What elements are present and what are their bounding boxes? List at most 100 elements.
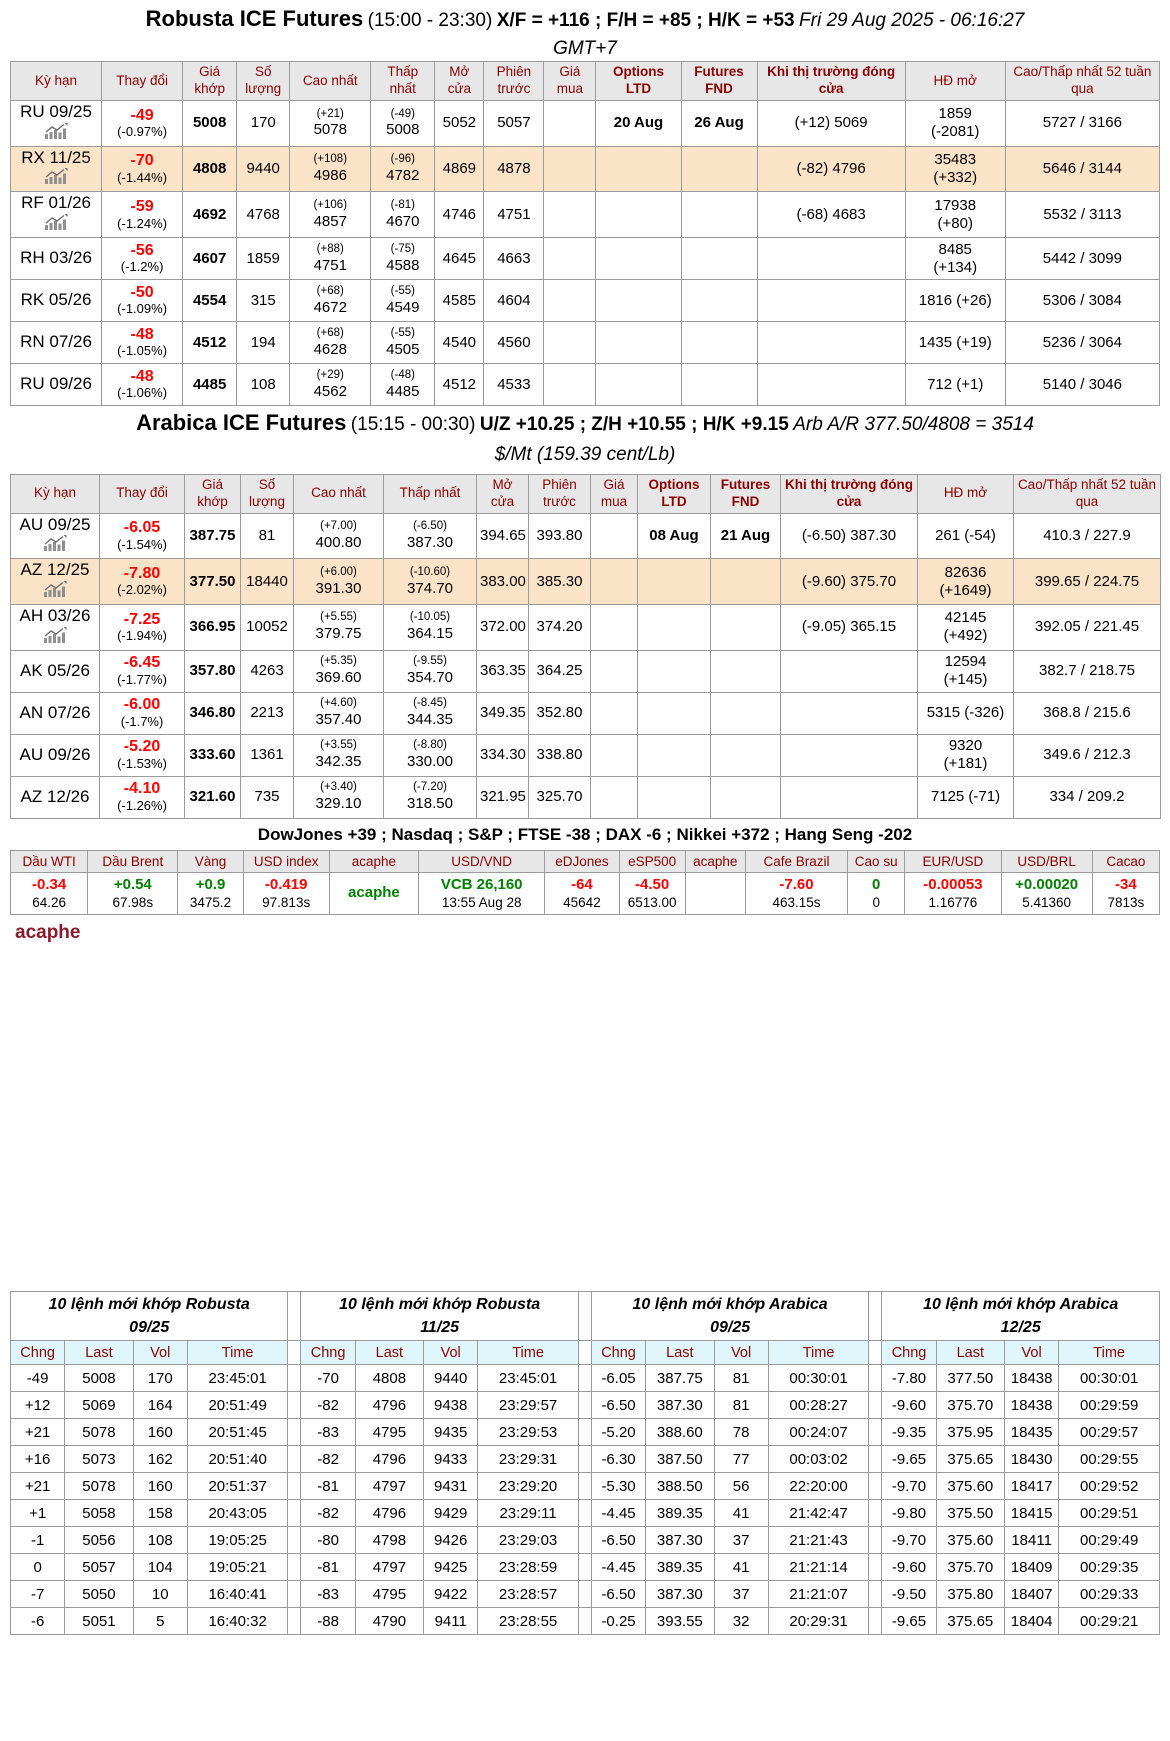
orders-table-title: 10 lệnh mới khớp Arabica 12/25 [881, 1290, 1160, 1342]
robusta-futures-table: Kỳ hạn Thay đổi Giá khớp Số lượng Cao nhất Th… [9, 61, 1161, 407]
prev-value: 374.20 [536, 618, 583, 636]
options-ltd-cell: 08 Aug [637, 512, 711, 560]
order-last: 387.30 [645, 1580, 715, 1609]
contract-cell: RK 05/26 [9, 279, 103, 323]
range-52w-cell: 5532 / 3113 [1004, 191, 1161, 239]
spacer-cell [287, 1364, 302, 1393]
high-diff: (+68) [316, 326, 344, 339]
chart-icon[interactable] [43, 535, 67, 552]
range-52w-value: 5306 / 3084 [1042, 291, 1122, 309]
spacer-cell [577, 1445, 592, 1474]
chart-icon[interactable] [43, 580, 67, 597]
order-chng: -6.50 [590, 1526, 647, 1555]
order-time: 00:30:01 [767, 1364, 870, 1393]
prev-session-cell: 364.25 [528, 649, 591, 693]
market-value-cell: -0.419 97.813s [242, 871, 330, 915]
range-52w-value: 382.7 / 218.75 [1039, 662, 1135, 680]
spacer-cell [287, 1290, 302, 1342]
order-row: -7 5050 10 16:40:41 -83 4795 9422 23:28:57 -6.50… [9, 1580, 1160, 1609]
last-price: 357.80 [189, 662, 236, 680]
market-change-value: VCB 26,160 [440, 875, 523, 893]
order-chng: -9.50 [881, 1580, 937, 1609]
open-interest-cell: 1435 (+19) [904, 321, 1006, 365]
chart-icon[interactable] [44, 214, 68, 231]
order-vol: 18415 [1003, 1499, 1060, 1528]
order-time: 23:45:01 [477, 1364, 579, 1393]
open-interest-line: 42145 [944, 609, 987, 627]
change-percent: (-1.77%) [117, 671, 167, 687]
last-price: 321.60 [189, 788, 236, 806]
contract-label: RH 03/26 [20, 248, 92, 268]
order-last: 4796 [354, 1391, 425, 1420]
range-52w-value: 368.8 / 215.6 [1043, 704, 1131, 722]
futures-row: AZ 12/25 -7.80 (-2.02%) 377.50 18440 (+6.00) 3… [10, 558, 1161, 605]
order-last: 375.60 [935, 1526, 1006, 1555]
open-value: 4746 [442, 205, 477, 223]
orders-column-header: Last [354, 1340, 425, 1366]
change-percent: (-1.09%) [117, 301, 168, 317]
contract-cell: RX 11/25 [9, 145, 103, 193]
open-cell: 4540 [434, 321, 485, 365]
contract-label: AZ 12/26 [20, 786, 90, 806]
orders-title-text: 10 lệnh mới khớp Arabica [632, 1295, 828, 1313]
column-header: Thay đổi [101, 61, 184, 102]
high-diff: (+88) [316, 242, 344, 255]
high-value: 400.80 [315, 533, 362, 551]
order-last: 4796 [354, 1499, 425, 1528]
futures-fnd-cell [680, 145, 758, 193]
spacer-cell [868, 1340, 883, 1366]
volume: 4768 [246, 205, 280, 223]
market-value-cell: -4.50 6513.00 [618, 871, 686, 915]
prev-session-cell: 352.80 [528, 691, 591, 735]
open-cell: 334.30 [476, 733, 529, 777]
open-cell: 4585 [434, 279, 485, 323]
high-value: 342.35 [315, 753, 362, 771]
high-cell: (+21) 5078 [289, 100, 372, 147]
order-time: 00:30:01 [1058, 1364, 1160, 1393]
market-last-value: 7813s [1107, 895, 1145, 911]
orders-column-header: Chng [300, 1340, 356, 1366]
market-close-cell [756, 279, 906, 323]
spacer-cell [868, 1553, 883, 1582]
contract-label: AK 05/26 [20, 660, 90, 680]
order-chng: -81 [300, 1472, 356, 1501]
order-vol: 77 [713, 1445, 769, 1474]
contract-cell: AH 03/26 [10, 603, 100, 651]
order-last: 375.70 [935, 1553, 1006, 1582]
low-diff: (-55) [390, 326, 415, 339]
low-diff: (-6.50) [413, 520, 447, 533]
chart-icon[interactable] [44, 122, 68, 139]
prev-session-cell: 4878 [483, 145, 545, 193]
open-interest-line: (+80) [937, 214, 973, 232]
order-time: 00:24:07 [767, 1418, 870, 1447]
contract-label: AZ 12/25 [20, 560, 90, 580]
range-52w-value: 334 / 209.2 [1049, 788, 1125, 806]
order-chng: +21 [9, 1472, 66, 1501]
order-time: 23:29:53 [477, 1418, 579, 1447]
order-chng: +1 [9, 1499, 66, 1528]
order-chng: -1 [9, 1526, 66, 1555]
order-last: 4795 [354, 1580, 425, 1609]
options-ltd-date: 20 Aug [613, 114, 664, 132]
orders-column-header: Last [645, 1340, 715, 1366]
change-value: -4.10 [123, 780, 161, 798]
order-chng: -5.30 [590, 1472, 647, 1501]
spacer-cell [287, 1472, 302, 1501]
chart-icon[interactable] [44, 168, 68, 185]
market-column-header: Cacao [1091, 849, 1161, 873]
chart-icon[interactable] [43, 626, 67, 643]
order-vol: 9411 [423, 1607, 479, 1636]
futures-fnd-cell [710, 691, 781, 735]
low-value: 344.35 [407, 711, 453, 729]
order-vol: 9440 [423, 1364, 479, 1393]
change-value: -48 [130, 367, 154, 385]
open-interest-line: (+492) [943, 627, 988, 645]
orders-column-header: Chng [881, 1340, 937, 1366]
last-price: 4607 [192, 249, 227, 267]
orders-column-header: Time [477, 1340, 579, 1366]
market-column-header: eDJones [544, 849, 620, 873]
bid-cell [543, 191, 597, 239]
change-percent: (-1.44%) [117, 169, 168, 185]
futures-row: AN 07/26 -6.00 (-1.7%) 346.80 2213 (+4.60) 357… [10, 691, 1161, 735]
arabica-futures-table: Kỳ hạn Thay đổi Giá khớp Số lượng Cao nhất Th… [10, 473, 1161, 819]
